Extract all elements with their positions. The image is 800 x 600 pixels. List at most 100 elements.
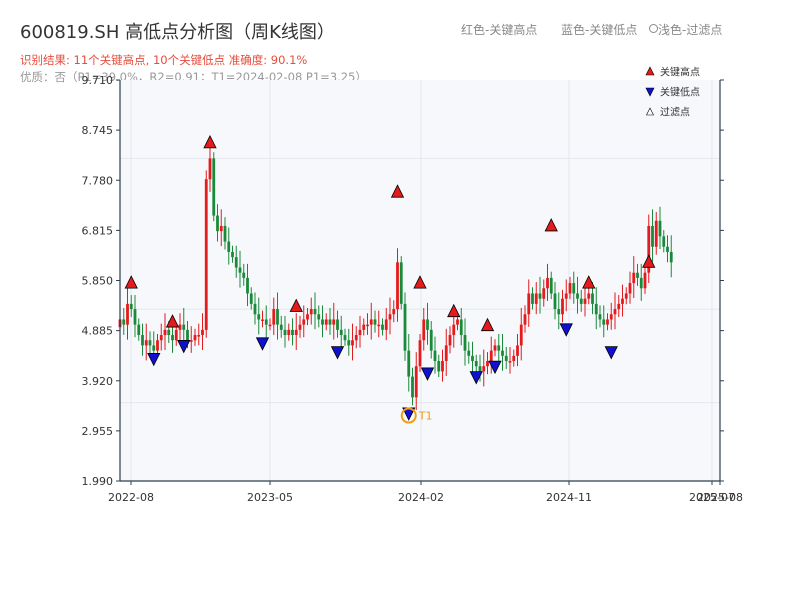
candle-body bbox=[159, 335, 163, 341]
legend-label-high: 关键高点 bbox=[660, 66, 700, 79]
candle-body bbox=[324, 319, 328, 325]
candle-body bbox=[594, 303, 598, 315]
candle-body bbox=[587, 293, 591, 299]
candle-body bbox=[504, 355, 508, 362]
candle-body bbox=[542, 288, 546, 299]
candle-body bbox=[658, 220, 662, 237]
legend-high-icon bbox=[645, 66, 655, 76]
candle-body bbox=[366, 324, 369, 327]
candle-body bbox=[609, 314, 613, 320]
candle-body bbox=[639, 277, 643, 289]
candle-body bbox=[478, 366, 482, 372]
x-tick-label: 2024-02 bbox=[398, 491, 444, 504]
candle-body bbox=[463, 335, 467, 351]
candle-body bbox=[516, 345, 519, 356]
candle-body bbox=[283, 329, 287, 336]
candle-body bbox=[276, 309, 279, 325]
candle-body bbox=[669, 251, 673, 263]
key-high-marker-6 bbox=[447, 303, 461, 318]
key-low-marker-3 bbox=[330, 346, 345, 360]
candle-body bbox=[201, 329, 204, 336]
candle-body bbox=[272, 309, 276, 325]
candle-body bbox=[651, 225, 654, 247]
result-summary: 识别结果: 11个关键高点, 10个关键低点 准确度: 90.1% bbox=[20, 53, 308, 67]
candle-body bbox=[583, 298, 587, 304]
candle-body bbox=[133, 309, 137, 325]
candle-body bbox=[452, 324, 456, 336]
candle-body bbox=[246, 277, 249, 294]
x-tick-label: 2024-11 bbox=[546, 491, 592, 504]
legend-blue-note: 蓝色-关键低点 bbox=[561, 23, 638, 37]
candle-body bbox=[538, 293, 542, 299]
candle-body bbox=[437, 361, 441, 372]
key-low-marker-5 bbox=[420, 367, 435, 381]
candle-body bbox=[321, 319, 324, 325]
candle-body bbox=[418, 340, 422, 367]
candle-body bbox=[351, 340, 354, 346]
x-tick-label: 2025-07 bbox=[689, 491, 735, 504]
candle-body bbox=[253, 303, 257, 315]
candle-body bbox=[546, 277, 549, 289]
key-high-marker-1 bbox=[165, 314, 180, 328]
candle-body bbox=[426, 319, 429, 330]
key-high-marker-9 bbox=[582, 275, 596, 289]
candle-body bbox=[332, 319, 336, 325]
candle-body bbox=[414, 366, 418, 398]
key-low-marker-2 bbox=[255, 337, 270, 351]
candle-body bbox=[486, 361, 489, 367]
key-high-marker-0 bbox=[124, 275, 138, 289]
candle-body bbox=[186, 329, 189, 341]
candle-body bbox=[489, 350, 493, 362]
y-tick-label: 2.955 bbox=[82, 425, 114, 438]
candle-body bbox=[171, 335, 174, 341]
x-tick-label: 2025-08 bbox=[697, 491, 743, 504]
candle-body bbox=[223, 225, 227, 242]
candle-body bbox=[647, 225, 651, 273]
candle-body bbox=[193, 335, 197, 341]
candle-body bbox=[624, 293, 628, 299]
candle-body bbox=[549, 277, 553, 294]
key-low-marker-7 bbox=[488, 360, 502, 375]
candle-body bbox=[579, 298, 583, 304]
candle-body bbox=[343, 335, 347, 341]
candle-body bbox=[572, 283, 576, 294]
candle-body bbox=[317, 314, 321, 320]
candle-body bbox=[313, 309, 317, 315]
key-high-marker-8 bbox=[544, 218, 558, 232]
candle-body bbox=[208, 158, 212, 180]
candle-body bbox=[219, 225, 223, 232]
candle-body bbox=[459, 319, 463, 336]
candle-body bbox=[508, 361, 512, 363]
key-low-marker-6 bbox=[469, 371, 483, 385]
candle-body bbox=[392, 309, 396, 315]
candle-body bbox=[384, 319, 388, 330]
candle-body bbox=[519, 324, 523, 346]
candle-body bbox=[309, 309, 313, 315]
key-high-marker-3 bbox=[289, 298, 303, 312]
legend-gray-text: 浅色-过滤点 bbox=[658, 23, 723, 37]
y-tick-label: 9.710 bbox=[82, 74, 114, 87]
key-high-marker-10 bbox=[642, 254, 656, 268]
candle-body bbox=[174, 329, 178, 341]
candle-body bbox=[261, 319, 264, 321]
candle-body bbox=[178, 324, 182, 330]
candle-body bbox=[291, 329, 294, 336]
candle-body bbox=[122, 319, 126, 325]
candle-body bbox=[456, 319, 459, 325]
candle-body bbox=[557, 309, 561, 315]
candle-body bbox=[373, 319, 377, 325]
key-point-markers: T1 bbox=[124, 134, 656, 424]
candle-body bbox=[613, 309, 617, 315]
candle-body bbox=[144, 340, 148, 346]
candle-body bbox=[298, 324, 302, 330]
candle-body bbox=[126, 303, 129, 325]
candle-body bbox=[268, 324, 272, 327]
candle-body bbox=[471, 355, 474, 362]
y-tick-label: 6.815 bbox=[82, 224, 114, 237]
candle-body bbox=[598, 314, 602, 320]
candle-body bbox=[336, 319, 339, 330]
candle-body bbox=[362, 324, 366, 330]
candle-body bbox=[553, 293, 557, 310]
candle-body bbox=[148, 340, 152, 346]
